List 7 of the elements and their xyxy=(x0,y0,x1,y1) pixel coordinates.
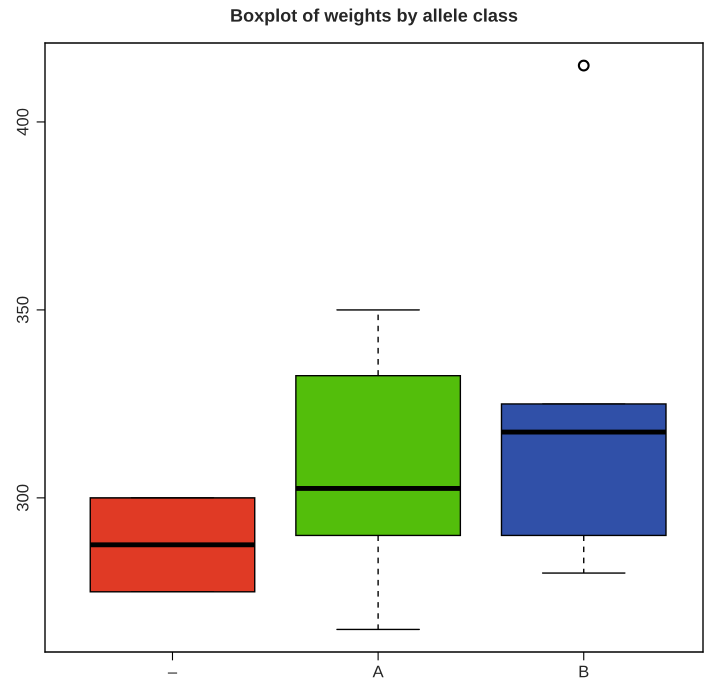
y-tick-label: 350 xyxy=(16,296,29,324)
x-tick-label: A xyxy=(372,666,384,678)
y-tick-label: 400 xyxy=(16,108,29,136)
chart-title: Boxplot of weights by allele class xyxy=(231,8,518,26)
x-tick-label: B xyxy=(580,666,588,678)
x-tick-label: – xyxy=(168,672,178,674)
y-tick-label: 300 xyxy=(16,484,29,512)
